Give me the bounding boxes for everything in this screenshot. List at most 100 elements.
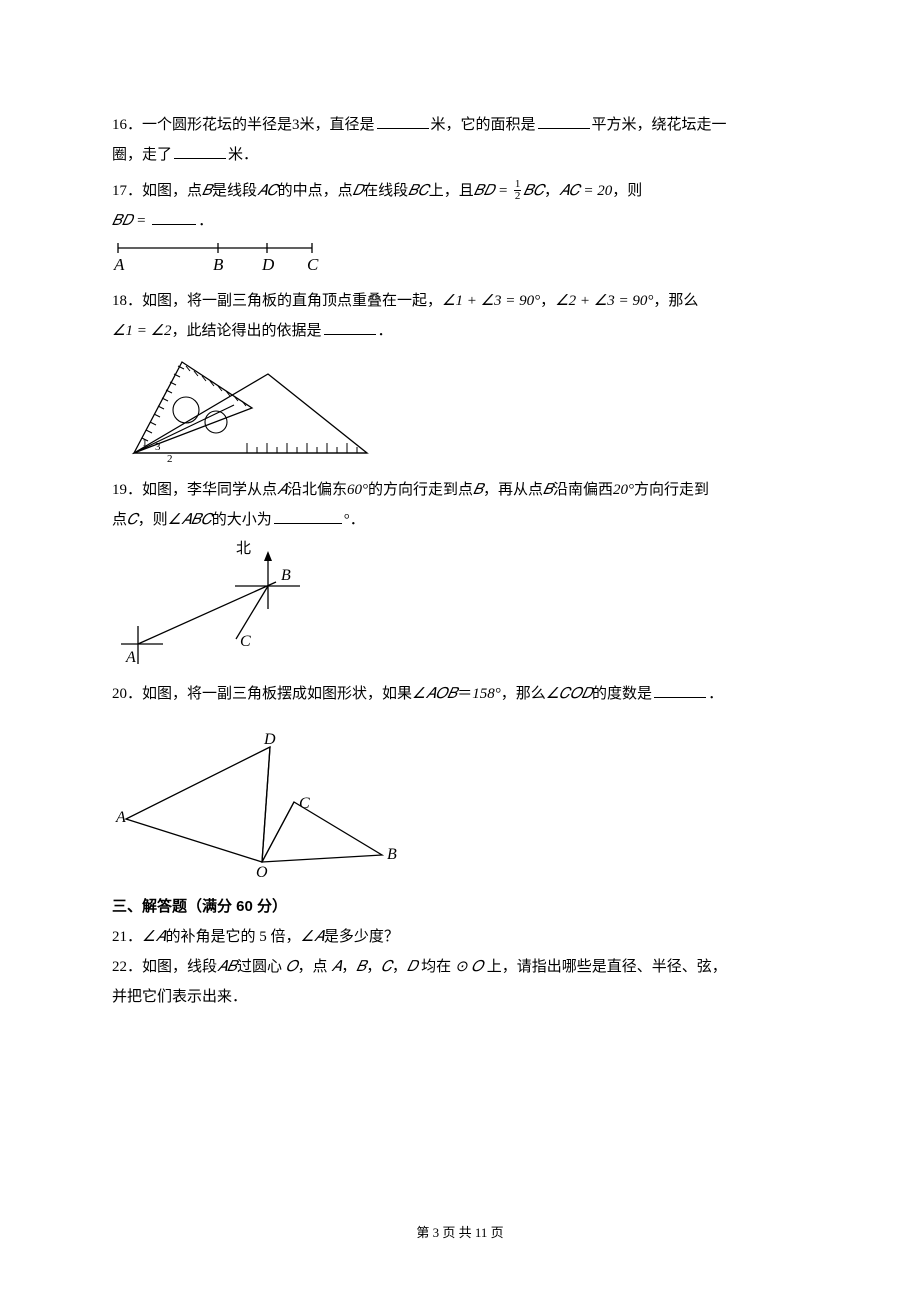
figure-q17-line: A B D C bbox=[112, 240, 808, 276]
q19-t5: 沿南偏西 bbox=[553, 482, 613, 498]
eq-23: ∠2 + ∠3 = 90° bbox=[555, 293, 653, 309]
q22-t4: 均在 bbox=[417, 959, 455, 975]
pt-b: 𝐵 bbox=[356, 959, 366, 975]
blank bbox=[538, 114, 590, 129]
c: ， bbox=[366, 959, 381, 975]
q16-t3: 平方米，绕花坛走一 bbox=[592, 117, 727, 133]
blank bbox=[152, 210, 196, 225]
q19-num: 19． bbox=[112, 482, 142, 498]
q17-t1: 如图，点 bbox=[142, 183, 202, 199]
svg-text:2: 2 bbox=[167, 453, 173, 465]
q17-t2: 是线段 bbox=[212, 183, 257, 199]
q18-t3: ，此结论得出的依据是 bbox=[172, 323, 322, 339]
q22-t2: 过圆心 bbox=[237, 959, 286, 975]
deg: °． bbox=[344, 512, 365, 528]
svg-text:3: 3 bbox=[155, 441, 161, 453]
c: ， bbox=[341, 959, 356, 975]
svg-text:C: C bbox=[240, 633, 251, 650]
fraction-half: 12 bbox=[514, 179, 522, 202]
q19-t6: 方向行走到 bbox=[634, 482, 709, 498]
question-22: 22．如图，线段𝐴𝐵过圆心 𝑂，点 𝐴，𝐵，𝐶，𝐷 均在 ⊙ 𝑂 上，请指出哪些… bbox=[112, 952, 808, 1012]
eq-13: ∠1 + ∠3 = 90° bbox=[442, 293, 540, 309]
q17-num: 17． bbox=[112, 183, 142, 199]
svg-text:D: D bbox=[261, 255, 275, 274]
svg-text:1: 1 bbox=[142, 437, 148, 449]
q22-t1: 如图，线段 bbox=[142, 959, 217, 975]
q17-t4: 在线段 bbox=[363, 183, 408, 199]
q22-t3: ，点 bbox=[298, 959, 332, 975]
blank bbox=[377, 114, 429, 129]
q19-t3: 的方向行走到点 bbox=[368, 482, 473, 498]
var-ab: 𝐴𝐵 bbox=[217, 959, 237, 975]
svg-text:A: A bbox=[113, 255, 125, 274]
svg-text:A: A bbox=[115, 809, 126, 826]
q19-t4: ，再从点 bbox=[483, 482, 543, 498]
eq-bd: 𝐵𝐷 = bbox=[474, 183, 508, 199]
page-footer: 第 3 页 共 11 页 bbox=[0, 1220, 920, 1246]
var-a: 𝐴 bbox=[277, 482, 287, 498]
question-16: 16．一个圆形花坛的半径是3米，直径是米，它的面积是平方米，绕花坛走一 圈，走了… bbox=[112, 110, 808, 170]
figure-q20-setsquares: A D C B O bbox=[112, 727, 808, 882]
q16-t2: 米，它的面积是 bbox=[431, 117, 536, 133]
q19-t1: 如图，李华同学从点 bbox=[142, 482, 277, 498]
svg-text:A: A bbox=[125, 649, 136, 666]
q17-t5: 上，且 bbox=[429, 183, 474, 199]
q20-t3: 的度数是 bbox=[592, 686, 652, 702]
q18-t2: ，那么 bbox=[653, 293, 698, 309]
ang-20: 20° bbox=[613, 482, 634, 498]
svg-text:C: C bbox=[307, 255, 319, 274]
svg-text:B: B bbox=[387, 846, 397, 863]
svg-text:O: O bbox=[256, 864, 268, 881]
figure-q19-direction: 北 B A C bbox=[118, 539, 808, 669]
eq-sign: ＝ bbox=[457, 686, 472, 702]
pt-d: 𝐷 bbox=[407, 959, 417, 975]
svg-text:北: 北 bbox=[236, 540, 251, 557]
ang-a: ∠𝐴 bbox=[142, 929, 165, 945]
pt-a: 𝐴 bbox=[331, 959, 341, 975]
var-c: 𝐶 bbox=[127, 512, 138, 528]
q17-t3: 的中点，点 bbox=[278, 183, 353, 199]
q19-t2: 沿北偏东 bbox=[287, 482, 347, 498]
section-3-title: 三、解答题（满分 60 分） bbox=[112, 892, 808, 922]
q19-t7: 点 bbox=[112, 512, 127, 528]
ang-abc: ∠𝐴𝐵𝐶 bbox=[168, 512, 212, 528]
q19-t9: 的大小为 bbox=[212, 512, 272, 528]
q20-t2: ，那么 bbox=[501, 686, 546, 702]
c: ， bbox=[392, 959, 407, 975]
q20-t1: 如图，将一副三角板摆成如图形状，如果 bbox=[142, 686, 412, 702]
q22-t6: 并把它们表示出来． bbox=[112, 989, 247, 1005]
comma: ， bbox=[544, 183, 559, 199]
var-d: 𝐷 bbox=[353, 183, 363, 199]
var-b: 𝐵 bbox=[202, 183, 212, 199]
question-17: 17．如图，点𝐵是线段𝐴𝐶的中点，点𝐷在线段𝐵𝐶上，且𝐵𝐷 = 12𝐵𝐶，𝐴𝐶 … bbox=[112, 176, 808, 236]
svg-text:D: D bbox=[263, 731, 276, 748]
eq-ac20: 𝐴𝐶 = 20 bbox=[559, 183, 612, 199]
blank bbox=[324, 320, 376, 335]
svg-text:B: B bbox=[281, 567, 291, 584]
eq-bd2: 𝐵𝐷 = bbox=[112, 213, 146, 229]
q16-t5: 米． bbox=[228, 147, 258, 163]
comma: ， bbox=[540, 293, 555, 309]
val-158: 158° bbox=[472, 686, 501, 702]
svg-text:C: C bbox=[299, 795, 310, 812]
q20-num: 20． bbox=[112, 686, 142, 702]
q17-t6: ，则 bbox=[612, 183, 642, 199]
ang-a2: ∠𝐴 bbox=[300, 929, 323, 945]
figure-q18-setsquares: 1 3 2 bbox=[112, 350, 808, 465]
question-18: 18．如图，将一副三角板的直角顶点重叠在一起，∠1 + ∠3 = 90°，∠2 … bbox=[112, 286, 808, 346]
blank bbox=[654, 683, 706, 698]
q18-num: 18． bbox=[112, 293, 142, 309]
q21-t2: 是多少度？ bbox=[324, 929, 399, 945]
question-21: 21．∠𝐴的补角是它的 5 倍，∠𝐴是多少度？ bbox=[112, 922, 808, 952]
period: ． bbox=[708, 686, 723, 702]
ang-cod: ∠𝐶𝑂𝐷 bbox=[546, 686, 592, 702]
period: ． bbox=[378, 323, 393, 339]
var-bc: 𝐵𝐶 bbox=[408, 183, 429, 199]
q19-t8: ，则 bbox=[138, 512, 168, 528]
q21-num: 21． bbox=[112, 929, 142, 945]
period: ． bbox=[198, 213, 213, 229]
question-19: 19．如图，李华同学从点𝐴沿北偏东60°的方向行走到点𝐵，再从点𝐵沿南偏西20°… bbox=[112, 475, 808, 535]
q21-t1: 的补角是它的 5 倍， bbox=[165, 929, 300, 945]
pt-c: 𝐶 bbox=[381, 959, 392, 975]
circle-o: ⊙ 𝑂 bbox=[455, 959, 483, 975]
